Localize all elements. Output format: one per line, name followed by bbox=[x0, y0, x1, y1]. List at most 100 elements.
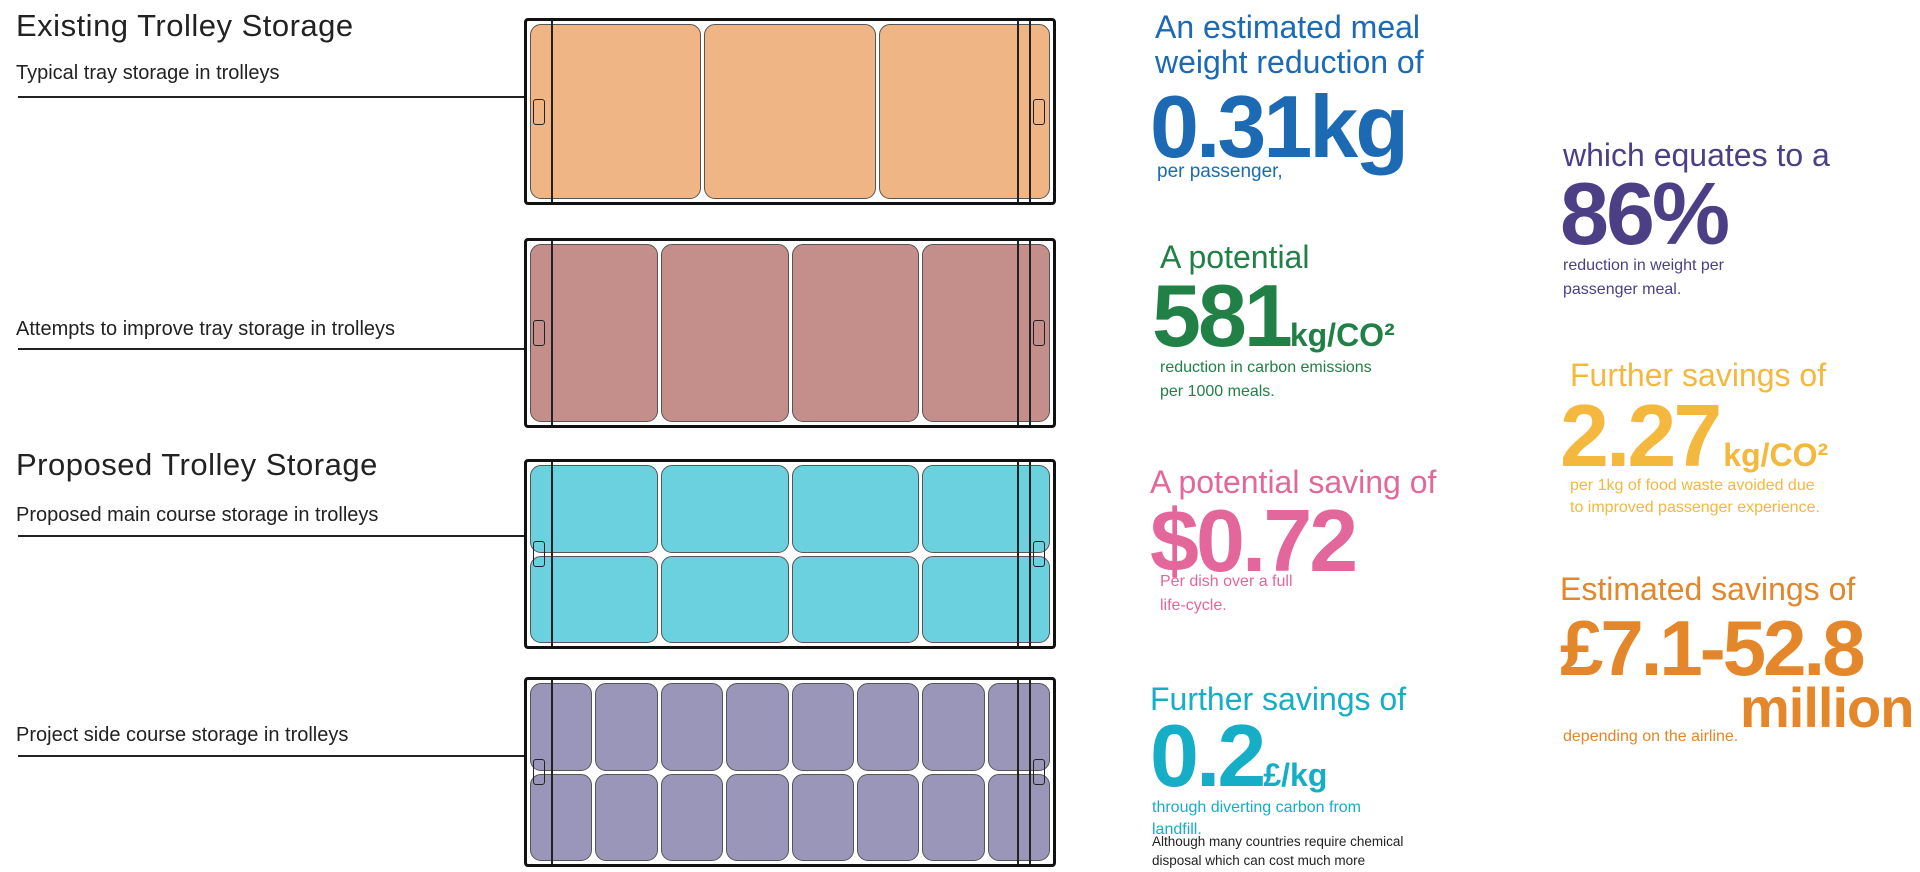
trolley-rail bbox=[1017, 21, 1019, 202]
side-course-tray bbox=[987, 683, 1050, 771]
existing-storage-heading: Existing Trolley Storage bbox=[16, 8, 354, 43]
trolley-rail bbox=[551, 680, 553, 864]
weight-reduction-lead: An estimated meal weight reduction of bbox=[1155, 9, 1424, 80]
side-course-tray bbox=[922, 773, 985, 861]
trolley-handle bbox=[533, 541, 545, 567]
side-course-tray bbox=[595, 683, 658, 771]
trolley-main-course bbox=[524, 459, 1056, 649]
landfill-note2: disposal which can cost much more bbox=[1152, 853, 1366, 868]
carbon-emissions-lead: A potential bbox=[1160, 239, 1310, 275]
side-course-tray bbox=[660, 683, 724, 771]
trolley-rail bbox=[1017, 462, 1019, 646]
trolley-handle bbox=[533, 759, 545, 785]
main-course-tray bbox=[922, 555, 1050, 643]
food-waste-sub1: per 1kg of food waste avoided due bbox=[1570, 477, 1815, 494]
attempts-tray bbox=[791, 244, 920, 422]
typical-storage-label: Typical tray storage in trolleys bbox=[16, 62, 280, 84]
trolley-handle bbox=[1033, 320, 1045, 346]
trolley-rail bbox=[551, 21, 553, 202]
trolley-rail bbox=[1017, 680, 1019, 864]
food-waste-value: 2.27 bbox=[1560, 386, 1722, 485]
trolley-handle bbox=[533, 320, 545, 346]
main-course-tray bbox=[530, 465, 658, 553]
side-course-tray bbox=[726, 683, 789, 771]
main-course-tray bbox=[922, 465, 1050, 553]
attempts-storage-label: Attempts to improve tray storage in trol… bbox=[16, 318, 396, 340]
food-waste-unit: kg/CO² bbox=[1723, 437, 1829, 473]
dish-saving-sub2: life-cycle. bbox=[1160, 597, 1227, 614]
landfill-saving-unit: £/kg bbox=[1263, 757, 1328, 793]
airline-savings-lead: Estimated savings of bbox=[1560, 571, 1856, 607]
landfill-saving-sub2: landfill. bbox=[1152, 821, 1202, 838]
attempts-tray bbox=[530, 244, 658, 422]
side-course-tray bbox=[595, 773, 658, 861]
carbon-emissions-sub2: per 1000 meals. bbox=[1160, 383, 1275, 400]
carbon-emissions-unit: kg/CO² bbox=[1289, 317, 1395, 353]
typical-tray bbox=[704, 24, 876, 199]
food-waste-value-group: 2.27 kg/CO² bbox=[1560, 392, 1828, 480]
percent-reduction-sub1: reduction in weight per bbox=[1563, 257, 1724, 274]
trolley-attempts bbox=[524, 238, 1056, 428]
side-course-tray bbox=[856, 773, 920, 861]
main-course-leader-line bbox=[18, 535, 560, 537]
main-course-tray bbox=[791, 465, 920, 553]
main-course-label: Proposed main course storage in trolleys bbox=[16, 504, 379, 526]
trolley-rail bbox=[1029, 241, 1031, 425]
airline-savings-value: £7.1-52.8 bbox=[1560, 604, 1866, 692]
attempts-tray bbox=[660, 244, 789, 422]
main-course-tray bbox=[530, 555, 658, 643]
trolley-rail bbox=[1029, 680, 1031, 864]
percent-reduction-sub2: passenger meal. bbox=[1563, 281, 1682, 298]
landfill-saving-sub1: through diverting carbon from bbox=[1152, 799, 1361, 816]
trolley-rail bbox=[1029, 462, 1031, 646]
airline-savings-value-millions: million bbox=[1740, 676, 1914, 739]
trolley-rail bbox=[1029, 21, 1031, 202]
weight-reduction-sub: per passenger, bbox=[1157, 161, 1283, 182]
landfill-saving-value: 0.2 bbox=[1150, 706, 1266, 805]
typical-tray bbox=[530, 24, 702, 199]
carbon-emissions-value: 581 bbox=[1152, 266, 1293, 365]
weight-reduction-value: 0.31kg bbox=[1150, 77, 1409, 176]
attempts-leader-line bbox=[18, 348, 560, 350]
side-course-tray bbox=[660, 773, 724, 861]
main-course-tray bbox=[791, 555, 920, 643]
side-course-leader-line bbox=[18, 755, 560, 757]
attempts-tray bbox=[922, 244, 1050, 422]
landfill-saving-value-group: 0.2£/kg bbox=[1150, 712, 1327, 800]
trolley-rail bbox=[551, 462, 553, 646]
typical-tray bbox=[878, 24, 1050, 199]
side-course-tray bbox=[987, 773, 1050, 861]
dish-saving-lead: A potential saving of bbox=[1150, 464, 1437, 500]
trolley-rail bbox=[1017, 241, 1019, 425]
trolley-rail bbox=[551, 241, 553, 425]
trolley-handle bbox=[1033, 541, 1045, 567]
food-waste-sub2: to improved passenger experience. bbox=[1570, 499, 1820, 516]
side-course-tray bbox=[530, 683, 593, 771]
dish-saving-value: $0.72 bbox=[1150, 491, 1358, 590]
landfill-note1: Although many countries require chemical bbox=[1152, 834, 1404, 849]
side-course-tray bbox=[530, 773, 593, 861]
airline-savings-sub: depending on the airline. bbox=[1563, 728, 1739, 745]
main-course-tray bbox=[660, 465, 789, 553]
trolley-typical bbox=[524, 18, 1056, 205]
percent-reduction-value: 86% bbox=[1560, 164, 1730, 263]
carbon-emissions-value-group: 581kg/CO² bbox=[1152, 272, 1395, 360]
side-course-tray bbox=[922, 683, 985, 771]
side-course-tray bbox=[791, 683, 854, 771]
trolley-handle bbox=[533, 98, 545, 125]
percent-reduction-lead: which equates to a bbox=[1563, 137, 1830, 173]
dish-saving-sub1: Per dish over a full bbox=[1160, 573, 1293, 590]
typical-leader-line bbox=[18, 96, 560, 98]
trolley-side-course bbox=[524, 677, 1056, 867]
side-course-label: Project side course storage in trolleys bbox=[16, 724, 349, 746]
carbon-emissions-sub1: reduction in carbon emissions bbox=[1160, 359, 1372, 376]
side-course-tray bbox=[791, 773, 854, 861]
landfill-saving-lead: Further savings of bbox=[1150, 681, 1407, 717]
trolley-handle bbox=[1033, 759, 1045, 785]
main-course-tray bbox=[660, 555, 789, 643]
side-course-tray bbox=[856, 683, 920, 771]
food-waste-lead: Further savings of bbox=[1570, 357, 1827, 393]
trolley-handle bbox=[1033, 98, 1045, 125]
proposed-storage-heading: Proposed Trolley Storage bbox=[16, 447, 378, 482]
side-course-tray bbox=[726, 773, 789, 861]
